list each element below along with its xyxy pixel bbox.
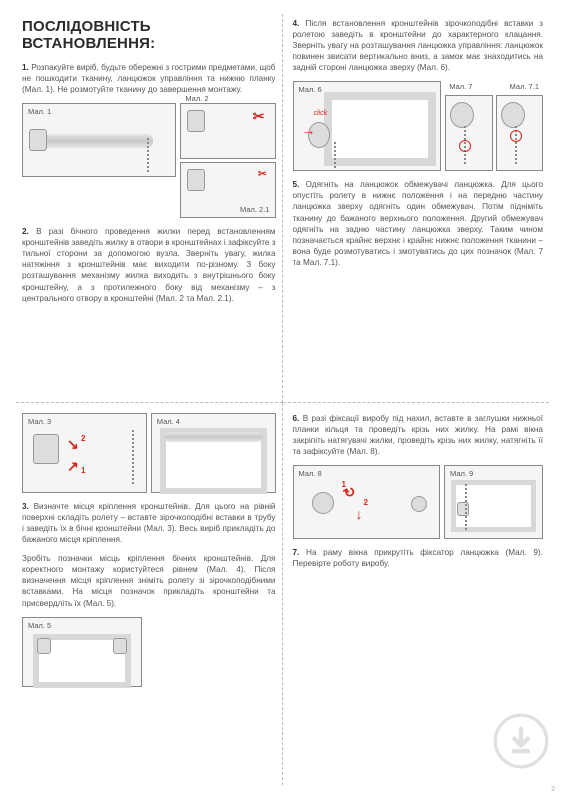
quadrant-1: ПОСЛІДОВНІСТЬ ВСТАНОВЛЕННЯ: 1. Розпакуйт… <box>16 14 283 403</box>
fig-row-8: Мал. 8 ↻ 1 2 ↓ Мал. 9 <box>293 465 544 539</box>
step-3-num: 3. <box>22 502 29 511</box>
click-label: click <box>314 110 328 117</box>
chain-shape <box>147 138 149 172</box>
arrow-click: → <box>302 122 316 138</box>
tensioner-8b <box>411 496 427 512</box>
fig-2-label: Мал. 2 <box>183 93 210 104</box>
fig-2-col: Мал. 2 ✂ Мал. 2.1 ✂ <box>180 103 275 218</box>
bracket-left <box>29 129 47 151</box>
fig-8-label: Мал. 8 <box>297 468 324 479</box>
step-7-text: На раму вікна прикрутіть фіксатор ланцюж… <box>293 548 543 568</box>
step-4: 4. Після встановлення кронштейнів зірочк… <box>293 18 544 73</box>
fig-1: Мал. 1 <box>22 103 176 177</box>
spacer: Мал. 7 Мал. 7.1 <box>445 81 543 92</box>
fig-row-6: Мал. 6 click → Мал. 7 Мал. 7.1 <box>293 81 544 171</box>
limiter-7 <box>459 140 471 152</box>
fixator-9 <box>457 502 469 516</box>
num-1: 1 <box>81 466 85 475</box>
chain-6 <box>334 142 336 168</box>
step-2-text: В разі бічного проведення жилки перед вс… <box>22 227 276 302</box>
bracket-5r <box>113 638 127 654</box>
fig-3: Мал. 3 ↘ 2 ↗ 1 <box>22 413 147 493</box>
fig-21-label: Мал. 2.1 <box>238 204 271 215</box>
bracket-2 <box>187 110 205 132</box>
fig-6: Мал. 6 click → <box>293 81 442 171</box>
chain-3 <box>132 430 134 486</box>
fig-row-1: Мал. 1 Мал. 2 ✂ Мал. 2.1 ✂ <box>22 103 276 218</box>
fig-4-label: Мал. 4 <box>155 416 182 427</box>
page-grid: ПОСЛІДОВНІСТЬ ВСТАНОВЛЕННЯ: 1. Розпакуйт… <box>0 0 565 799</box>
fig-5: Мал. 5 <box>22 617 142 687</box>
arrow-3-2: ↘ <box>67 436 79 453</box>
page-title: ПОСЛІДОВНІСТЬ ВСТАНОВЛЕННЯ: <box>22 18 276 52</box>
chain-9 <box>465 484 467 532</box>
fig-row-3: Мал. 3 ↘ 2 ↗ 1 Мал. 4 <box>22 413 276 493</box>
fig-9: Мал. 9 <box>444 465 543 539</box>
step-5-text: Одягніть на ланцюжок обмежувачі ланцюжка… <box>293 180 544 266</box>
step-6-text: В разі фіксації виробу під нахил, вставт… <box>293 414 544 456</box>
limiter-71 <box>510 130 522 142</box>
scissors-icon: ✂ <box>253 108 265 125</box>
step-5-num: 5. <box>293 180 300 189</box>
step-5: 5. Одягніть на ланцюжок обмежувачі ланцю… <box>293 179 544 268</box>
fig-7-label: Мал. 7 <box>447 81 474 92</box>
step-1: 1. Розпакуйте виріб, будьте обережні з г… <box>22 62 276 95</box>
step-1-text: Розпакуйте виріб, будьте обережні з гост… <box>22 63 276 94</box>
num-8-1: 1 <box>342 480 346 489</box>
step-6: 6. В разі фіксації виробу під нахил, вст… <box>293 413 544 457</box>
frame-6 <box>324 92 437 166</box>
step-2: 2. В разі бічного проведення жилки перед… <box>22 226 276 303</box>
step-3a-text: Визначте місця кріплення кронштейнів. Дл… <box>22 502 276 544</box>
fig-9-label: Мал. 9 <box>448 468 475 479</box>
roll-4 <box>164 432 263 442</box>
step-6-num: 6. <box>293 414 300 423</box>
fig-3-label: Мал. 3 <box>26 416 53 427</box>
fig-8: Мал. 8 ↻ 1 2 ↓ <box>293 465 441 539</box>
step-1-num: 1. <box>22 63 29 72</box>
mech-7 <box>450 102 474 128</box>
fig-4: Мал. 4 <box>151 413 276 493</box>
fig-7-pair <box>445 95 543 171</box>
step-3b-text: Зробіть позначки місць кріплення бічних … <box>22 554 276 607</box>
fig-71-label: Мал. 7.1 <box>508 81 541 92</box>
quadrant-2: 4. Після встановлення кронштейнів зірочк… <box>283 14 550 403</box>
step-2-num: 2. <box>22 227 29 236</box>
bracket-5l <box>37 638 51 654</box>
step-7-num: 7. <box>293 548 300 557</box>
fig-5-label: Мал. 5 <box>26 620 53 631</box>
fig-1-label: Мал. 1 <box>26 106 53 117</box>
page-number: 2 <box>551 786 555 793</box>
scissors-icon-2: ✂ <box>258 169 266 180</box>
step-4-text: Після встановлення кронштейнів зірочкопо… <box>293 19 544 72</box>
arrow-3-1: ↗ <box>67 458 79 475</box>
step-4-num: 4. <box>293 19 300 28</box>
step-3b: Зробіть позначки місць кріплення бічних … <box>22 553 276 608</box>
step-3a: 3. Визначте місця кріплення кронштейнів.… <box>22 501 276 545</box>
num-2: 2 <box>81 434 85 443</box>
fig-7 <box>445 95 492 171</box>
watermark-icon <box>493 713 549 769</box>
fig-71 <box>496 95 543 171</box>
fig-2: Мал. 2 ✂ <box>180 103 275 159</box>
bracket-3 <box>33 434 59 464</box>
roll-shape <box>33 134 153 148</box>
step-7: 7. На раму вікна прикрутіть фіксатор лан… <box>293 547 544 569</box>
num-8-2: 2 <box>364 498 368 507</box>
quadrant-3: Мал. 3 ↘ 2 ↗ 1 Мал. 4 3. Визначте місця … <box>16 403 283 785</box>
bracket-21 <box>187 169 205 191</box>
tensioner-8 <box>312 492 334 514</box>
fig-row-5: Мал. 5 <box>22 617 276 687</box>
fig-6-label: Мал. 6 <box>297 84 324 95</box>
mech-71 <box>501 102 525 128</box>
arrow-8b: ↓ <box>356 506 363 522</box>
fig-21: Мал. 2.1 ✂ <box>180 162 275 218</box>
fig-7-col: Мал. 7 Мал. 7.1 <box>445 81 543 171</box>
